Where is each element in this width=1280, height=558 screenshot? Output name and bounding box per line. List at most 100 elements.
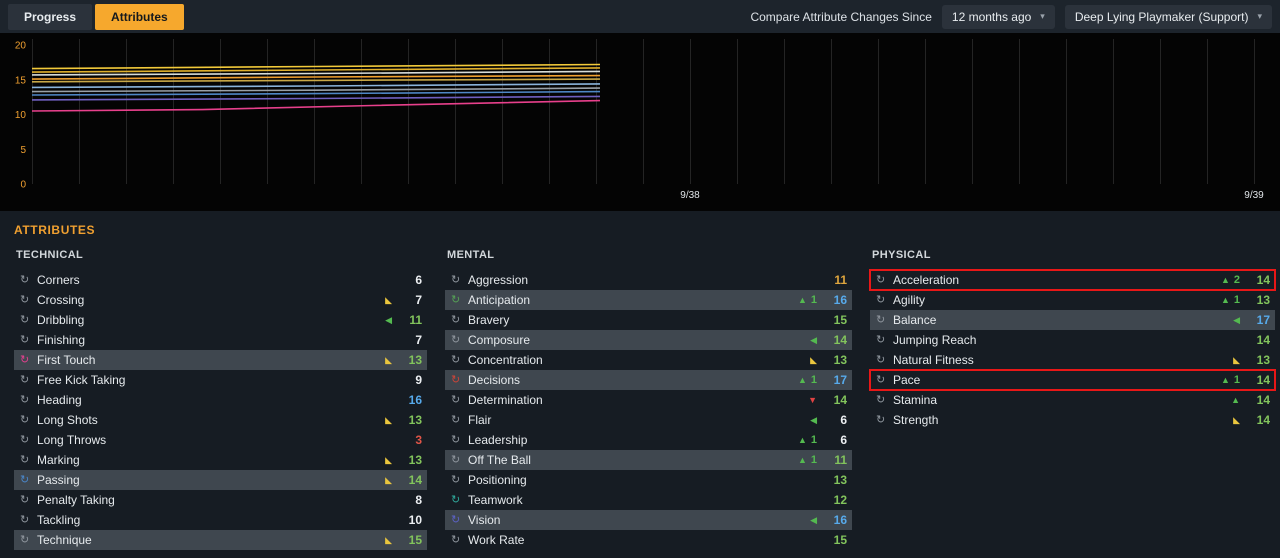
- attributes-column-mental: MENTAL ↻ Aggression 11 ↻ Anticipation ▲ 1 16 ↻ Bra…: [445, 249, 852, 550]
- attr-row-anticipation[interactable]: ↻ Anticipation ▲ 1 16: [445, 290, 852, 310]
- attribute-value: 11: [834, 273, 847, 287]
- attribute-name: Free Kick Taking: [37, 373, 126, 387]
- compare-since-dropdown[interactable]: 12 months ago ▾: [941, 4, 1055, 29]
- tab-attributes[interactable]: Attributes: [95, 3, 184, 30]
- attr-row-crossing[interactable]: ↻ Crossing ◣ 7: [14, 290, 427, 310]
- attribute-name: Stamina: [893, 393, 938, 407]
- attribute-change: ▲ 2: [1202, 274, 1240, 286]
- attribute-change: ▲ 1: [779, 434, 817, 446]
- attribute-progress-icon: ↻: [20, 393, 30, 406]
- attribute-progress-icon: ↻: [20, 313, 30, 326]
- attr-row-concentration[interactable]: ↻ Concentration ◣ 13: [445, 350, 852, 370]
- attr-row-tackling[interactable]: ↻ Tackling 10: [14, 510, 427, 530]
- attribute-name: Corners: [37, 273, 80, 287]
- attributes-column-technical: TECHNICAL ↻ Corners 6 ↻ Crossing ◣ 7 ↻ Dribbling ◀…: [14, 249, 427, 550]
- attr-row-bravery[interactable]: ↻ Bravery 15: [445, 310, 852, 330]
- attribute-progress-icon: ↻: [451, 533, 461, 546]
- attr-row-acceleration[interactable]: ↻ Acceleration ▲ 2 14: [869, 269, 1276, 291]
- attr-row-agility[interactable]: ↻ Agility ▲ 1 13: [870, 290, 1275, 310]
- attr-row-leadership[interactable]: ↻ Leadership ▲ 1 6: [445, 430, 852, 450]
- attr-row-long-throws[interactable]: ↻ Long Throws 3: [14, 430, 427, 450]
- attribute-value: 6: [415, 273, 422, 287]
- attribute-change: ◀: [779, 415, 817, 425]
- attribute-name: Strength: [893, 413, 939, 427]
- attr-row-dribbling[interactable]: ↻ Dribbling ◀ 11: [14, 310, 427, 330]
- attr-row-vision[interactable]: ↻ Vision ◀ 16: [445, 510, 852, 530]
- attr-row-strength[interactable]: ↻ Strength ◣ 14: [870, 410, 1275, 430]
- attr-row-positioning[interactable]: ↻ Positioning 13: [445, 470, 852, 490]
- change-amount: 1: [810, 454, 817, 466]
- change-up-icon: ▲: [797, 294, 807, 305]
- attribute-change: ◣: [1202, 414, 1240, 425]
- tab-progress[interactable]: Progress: [8, 3, 93, 30]
- attribute-change: ▲: [1202, 395, 1240, 405]
- attribute-value: 12: [833, 493, 847, 507]
- attribute-value: 13: [833, 473, 847, 487]
- attributes-panel: ATTRIBUTES TECHNICAL ↻ Corners 6 ↻ Crossing ◣ 7…: [0, 211, 1280, 558]
- attribute-progress-icon: ↻: [20, 413, 30, 426]
- attribute-name: Jumping Reach: [893, 333, 977, 347]
- attr-row-marking[interactable]: ↻ Marking ◣ 13: [14, 450, 427, 470]
- attr-row-free-kick-taking[interactable]: ↻ Free Kick Taking 9: [14, 370, 427, 390]
- chart-series-khaki-line: [31, 78, 601, 83]
- attribute-name: Passing: [37, 473, 80, 487]
- attr-row-pace[interactable]: ↻ Pace ▲ 1 14: [869, 369, 1276, 391]
- change-up-icon: ▲: [797, 454, 807, 465]
- attr-row-heading[interactable]: ↻ Heading 16: [14, 390, 427, 410]
- attribute-change: ◣: [354, 355, 392, 365]
- attr-row-corners[interactable]: ↻ Corners 6: [14, 270, 427, 290]
- attribute-name: Marking: [37, 453, 80, 467]
- attribute-progress-icon: ↻: [451, 513, 461, 526]
- attr-row-determination[interactable]: ↻ Determination ▼ 14: [445, 390, 852, 410]
- attribute-name: Decisions: [468, 373, 521, 387]
- chevron-down-icon: ▾: [1257, 11, 1262, 21]
- attr-row-natural-fitness[interactable]: ↻ Natural Fitness ◣ 13: [870, 350, 1275, 370]
- change-amount: 1: [1233, 294, 1240, 306]
- attr-row-first-touch[interactable]: ↻ First Touch ◣ 13: [14, 350, 427, 370]
- attr-row-technique[interactable]: ↻ Technique ◣ 15: [14, 530, 427, 550]
- attribute-name: Acceleration: [893, 273, 960, 287]
- attribute-change: ◀: [779, 515, 817, 525]
- attr-row-stamina[interactable]: ↻ Stamina ▲ 14: [870, 390, 1275, 410]
- change-up-icon: ▲: [797, 434, 807, 445]
- attr-row-composure[interactable]: ↻ Composure ◀ 14: [445, 330, 852, 350]
- attribute-value: 6: [840, 413, 847, 427]
- attr-row-balance[interactable]: ↻ Balance ◀ 17: [870, 310, 1275, 330]
- attr-row-work-rate[interactable]: ↻ Work Rate 15: [445, 530, 852, 550]
- attr-row-penalty-taking[interactable]: ↻ Penalty Taking 8: [14, 490, 427, 510]
- column-header-physical: PHYSICAL: [872, 249, 931, 261]
- attr-row-jumping-reach[interactable]: ↻ Jumping Reach 14: [870, 330, 1275, 350]
- attribute-value: 14: [833, 333, 847, 347]
- attribute-name: Dribbling: [37, 313, 85, 327]
- column-header-mental: MENTAL: [447, 249, 495, 261]
- attribute-change: ▲ 1: [1202, 374, 1240, 386]
- attribute-name: Agility: [893, 293, 926, 307]
- attribute-progress-icon: ↻: [20, 453, 30, 466]
- y-axis-tick: 10: [15, 110, 27, 121]
- compare-controls: Compare Attribute Changes Since 12 month…: [750, 4, 1272, 29]
- attr-row-passing[interactable]: ↻ Passing ◣ 14: [14, 470, 427, 490]
- attribute-value: 13: [833, 353, 847, 367]
- attr-row-teamwork[interactable]: ↻ Teamwork 12: [445, 490, 852, 510]
- attribute-change: ◣: [1202, 355, 1240, 365]
- attr-row-decisions[interactable]: ↻ Decisions ▲ 1 17: [445, 370, 852, 390]
- attribute-name: Long Throws: [37, 433, 107, 447]
- role-dropdown[interactable]: Deep Lying Playmaker (Support) ▾: [1064, 4, 1272, 29]
- attribute-progress-icon: ↻: [20, 473, 30, 486]
- chart-series-orange-line: [31, 74, 601, 80]
- attribute-name: Finishing: [37, 333, 86, 347]
- attr-row-long-shots[interactable]: ↻ Long Shots ◣ 13: [14, 410, 427, 430]
- x-axis-tick: 9/38: [680, 190, 700, 201]
- attribute-value: 14: [1256, 413, 1270, 427]
- progress-chart: 0 5 10 15 20 9/38 9/39: [0, 33, 1280, 211]
- attribute-value: 13: [1256, 293, 1270, 307]
- attribute-value: 13: [1256, 353, 1270, 367]
- attr-row-flair[interactable]: ↻ Flair ◀ 6: [445, 410, 852, 430]
- attribute-progress-icon: ↻: [20, 493, 30, 506]
- change-dip-icon: ◣: [1233, 414, 1240, 425]
- attr-row-aggression[interactable]: ↻ Aggression 11: [445, 270, 852, 290]
- attr-row-off-the-ball[interactable]: ↻ Off The Ball ▲ 1 11: [445, 450, 852, 470]
- attr-row-finishing[interactable]: ↻ Finishing 7: [14, 330, 427, 350]
- attribute-value: 14: [1256, 393, 1270, 407]
- attribute-change: ◀: [779, 335, 817, 345]
